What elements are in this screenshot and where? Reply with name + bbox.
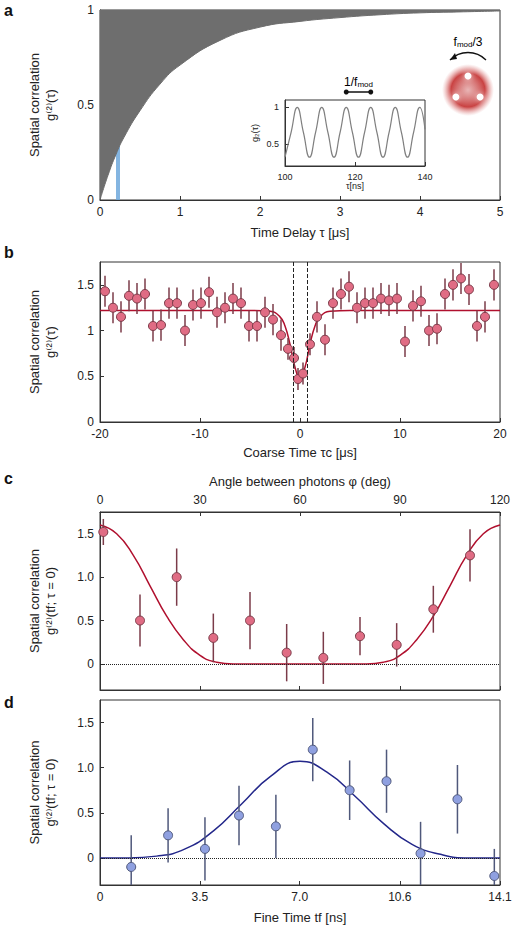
svg-text:g₂(τ): g₂(τ) xyxy=(250,124,260,142)
svg-text:0: 0 xyxy=(87,851,94,865)
svg-text:0: 0 xyxy=(87,415,94,429)
svg-text:4: 4 xyxy=(417,205,424,219)
svg-text:0: 0 xyxy=(297,427,304,441)
svg-text:Fine Time tf [ns]: Fine Time tf [ns] xyxy=(254,910,346,925)
svg-text:90: 90 xyxy=(393,493,407,507)
svg-text:Time Delay τ [μs]: Time Delay τ [μs] xyxy=(251,225,350,240)
svg-text:a: a xyxy=(4,2,13,19)
svg-text:0.5: 0.5 xyxy=(77,614,94,628)
svg-text:60: 60 xyxy=(293,493,307,507)
svg-text:τ[ns]: τ[ns] xyxy=(346,181,364,191)
svg-text:g⁽²⁾(τ): g⁽²⁾(τ) xyxy=(43,89,58,121)
svg-text:1: 1 xyxy=(274,102,279,112)
svg-text:0.5: 0.5 xyxy=(77,369,94,383)
svg-text:14.1: 14.1 xyxy=(488,890,512,904)
svg-text:30: 30 xyxy=(193,493,207,507)
svg-text:-20: -20 xyxy=(91,427,109,441)
svg-text:0: 0 xyxy=(87,193,94,207)
svg-text:mod: mod xyxy=(357,80,373,89)
svg-text:Coarse Time τc [μs]: Coarse Time τc [μs] xyxy=(243,445,357,460)
svg-text:120: 120 xyxy=(347,172,362,182)
svg-text:1: 1 xyxy=(87,3,94,17)
svg-text:f: f xyxy=(453,35,457,49)
svg-text:1/f: 1/f xyxy=(344,75,358,89)
svg-text:1.0: 1.0 xyxy=(77,570,94,584)
svg-text:1.5: 1.5 xyxy=(77,527,94,541)
svg-text:Angle between photons φ (deg): Angle between photons φ (deg) xyxy=(209,474,391,489)
svg-text:d: d xyxy=(4,694,14,711)
svg-text:1.5: 1.5 xyxy=(77,278,94,292)
svg-text:3: 3 xyxy=(337,205,344,219)
svg-text:1: 1 xyxy=(177,205,184,219)
svg-text:g⁽²⁾(tf; τ = 0): g⁽²⁾(tf; τ = 0) xyxy=(43,758,58,826)
svg-text:120: 120 xyxy=(490,493,510,507)
svg-text:0: 0 xyxy=(97,493,104,507)
svg-text:c: c xyxy=(4,470,13,487)
svg-text:0.5: 0.5 xyxy=(77,98,94,112)
svg-text:Spatial correlation: Spatial correlation xyxy=(27,53,42,157)
svg-text:5: 5 xyxy=(497,205,504,219)
svg-text:10: 10 xyxy=(393,427,407,441)
svg-text:0: 0 xyxy=(87,657,94,671)
svg-text:7.0: 7.0 xyxy=(291,890,308,904)
svg-text:2: 2 xyxy=(257,205,264,219)
svg-text:Spatial correlation: Spatial correlation xyxy=(27,549,42,653)
svg-text:100: 100 xyxy=(277,172,292,182)
svg-text:g⁽²⁾(τ): g⁽²⁾(τ) xyxy=(43,326,58,358)
svg-text:-10: -10 xyxy=(191,427,209,441)
svg-text:mod: mod xyxy=(457,40,473,49)
svg-text:20: 20 xyxy=(493,427,507,441)
svg-text:Spatial correlation: Spatial correlation xyxy=(27,290,42,394)
svg-text:0.5: 0.5 xyxy=(266,139,279,149)
svg-text:/3: /3 xyxy=(472,35,482,49)
svg-text:1.5: 1.5 xyxy=(77,716,94,730)
svg-text:1.0: 1.0 xyxy=(77,761,94,775)
svg-text:1: 1 xyxy=(87,324,94,338)
svg-text:3.5: 3.5 xyxy=(192,890,209,904)
svg-text:0.5: 0.5 xyxy=(77,806,94,820)
svg-text:140: 140 xyxy=(417,172,432,182)
svg-text:Spatial correlation: Spatial correlation xyxy=(27,740,42,844)
svg-text:0: 0 xyxy=(97,205,104,219)
svg-text:g⁽²⁾(tf; τ = 0): g⁽²⁾(tf; τ = 0) xyxy=(43,567,58,635)
svg-text:b: b xyxy=(4,244,14,261)
svg-text:0: 0 xyxy=(97,890,104,904)
svg-text:10.6: 10.6 xyxy=(388,890,412,904)
